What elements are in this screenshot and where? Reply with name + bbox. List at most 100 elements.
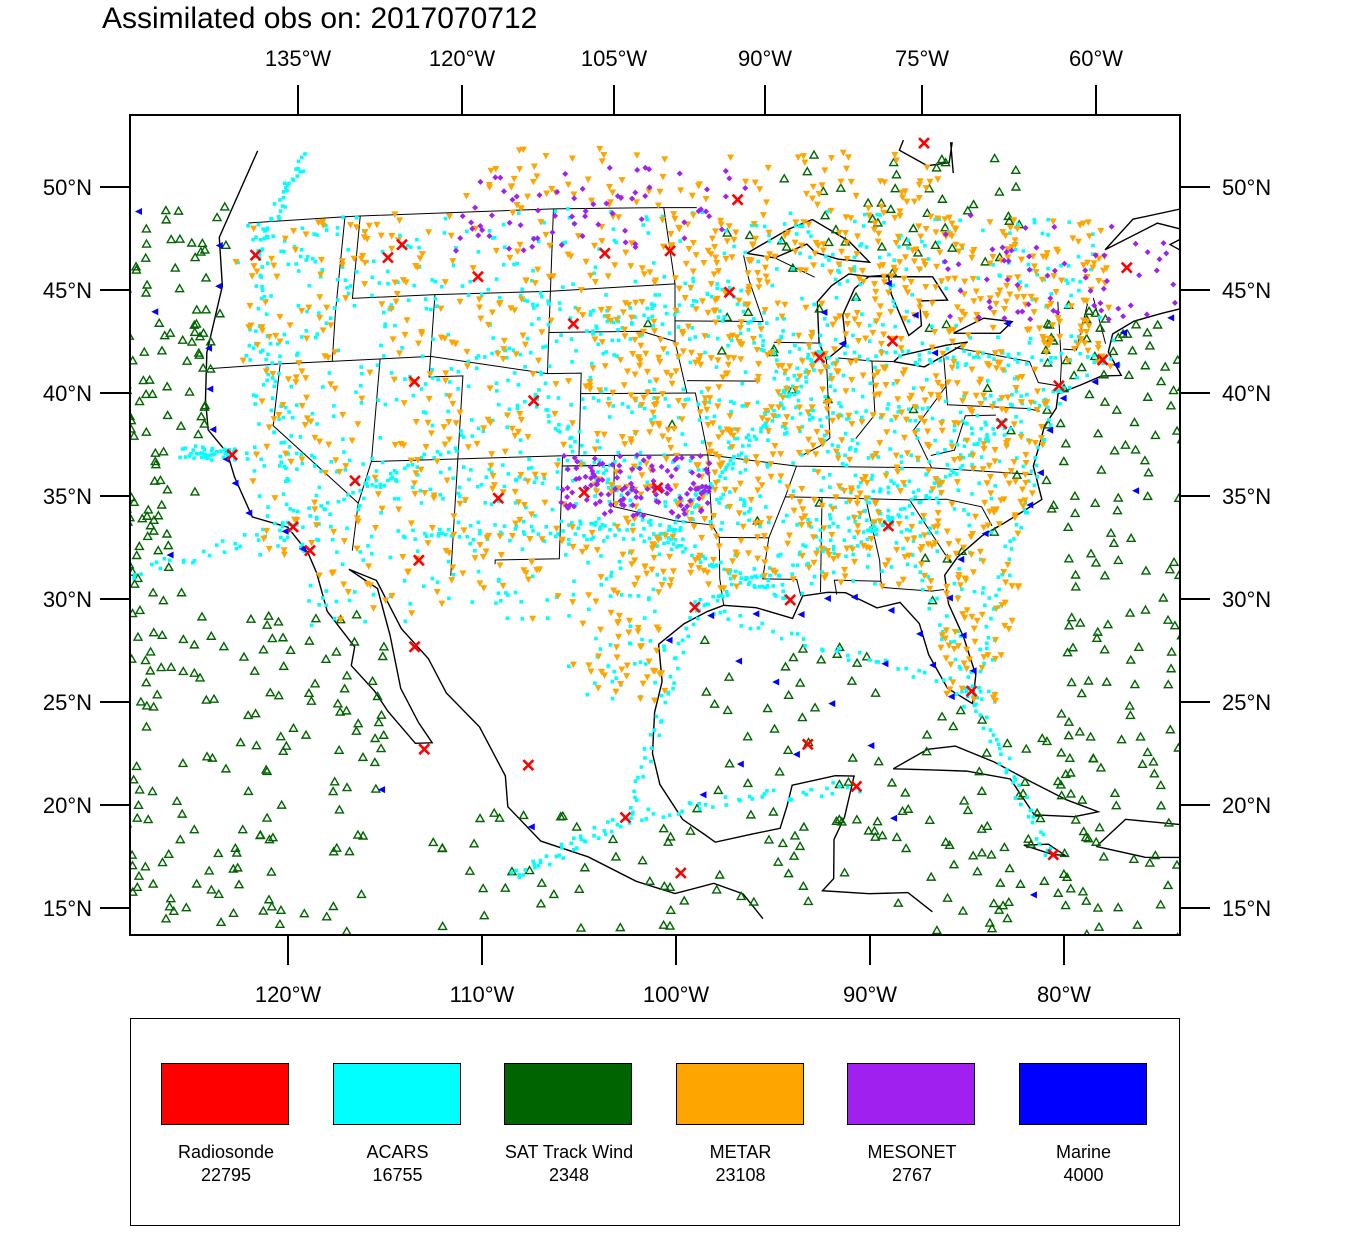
metar-marker [1095,255,1103,263]
metar-marker [950,359,958,366]
acars-marker [279,460,284,464]
sat-track-wind-marker [1245,621,1253,628]
acars-marker [715,598,720,603]
sat-track-wind-marker [1013,790,1025,800]
metar-marker [922,283,930,291]
metar-marker [601,672,609,679]
acars-marker [501,262,506,267]
sat-track-wind-marker [357,751,369,762]
metar-marker [846,456,854,464]
mesonet-marker [650,467,657,474]
acars-marker [421,584,426,589]
metar-marker [893,546,901,554]
sat-track-wind-marker [789,830,801,840]
metar-marker [991,458,999,465]
sat-track-wind-marker [189,486,201,496]
acars-marker [352,590,357,594]
acars-marker [406,298,411,303]
acars-marker [567,523,571,527]
sat-track-wind-marker [797,712,808,722]
metar-marker [844,154,852,161]
mesonet-marker [947,313,954,320]
metar-marker [1029,253,1037,260]
acars-marker [797,224,802,228]
acars-marker [833,388,837,393]
marine-marker [1059,394,1067,402]
sat-track-wind-marker [344,846,355,856]
sat-track-wind-marker [1129,679,1141,689]
sat-track-wind-marker [642,318,654,328]
metar-marker [943,528,951,535]
acars-marker [579,459,583,464]
acars-marker [208,453,213,457]
acars-marker [766,520,771,525]
acars-marker [299,545,303,550]
mesonet-marker [564,484,571,491]
acars-marker [960,587,964,591]
metar-marker [827,155,835,162]
acars-marker [585,692,590,697]
acars-marker [599,389,604,394]
metar-marker [1064,357,1072,365]
mesonet-marker [680,506,687,513]
acars-marker [787,350,792,354]
sat-track-wind-marker [1098,851,1110,861]
metar-marker [442,377,450,385]
acars-marker [545,598,550,602]
acars-marker [1013,376,1017,381]
acars-marker [256,538,261,542]
sat-track-wind-marker [147,587,159,597]
radiosonde-marker [522,759,535,772]
acars-marker [962,508,966,512]
acars-marker [977,355,981,360]
acars-marker [817,352,822,357]
acars-marker [444,392,449,397]
sat-track-wind-marker [1088,753,1099,763]
metar-marker [925,443,933,451]
acars-marker [360,371,364,376]
acars-marker [620,402,625,406]
acars-marker [764,505,768,509]
metar-marker [999,367,1007,374]
sat-track-wind-marker [982,820,993,831]
metar-marker [938,278,946,285]
radiosonde-layer [226,137,1133,879]
acars-marker [515,406,520,411]
acars-marker [489,470,494,475]
sat-track-wind-marker [116,644,124,651]
acars-marker [569,435,574,440]
metar-marker [704,422,712,429]
mesonet-marker [571,220,578,227]
metar-marker [754,555,762,563]
state-border [494,455,564,565]
metar-marker [598,238,606,245]
metar-marker [613,590,621,597]
mesonet-marker [520,247,527,254]
mesonet-marker [975,314,982,321]
metar-marker [319,222,327,229]
metar-marker [800,153,808,160]
sat-track-wind-marker [942,892,953,902]
acars-marker [601,471,606,476]
metar-marker [1077,329,1085,336]
acars-marker [663,504,668,508]
metar-marker [598,339,606,346]
acars-marker [307,599,311,603]
metar-marker [848,377,856,384]
acars-marker [766,438,770,442]
acars-marker [278,354,282,359]
metar-marker [1030,309,1038,316]
marine-marker [231,479,239,487]
sat-track-wind-marker [161,528,173,538]
mesonet-marker [599,476,606,483]
metar-marker [1039,253,1047,261]
metar-marker [433,458,441,465]
acars-marker [690,303,695,308]
acars-marker [697,488,702,493]
metar-marker [413,264,421,272]
lon-label-bottom: 90°W [843,982,897,1007]
acars-marker [259,457,264,462]
acars-marker [589,537,594,542]
sat-track-wind-marker [1108,537,1120,547]
sat-track-wind-marker [1063,716,1075,726]
